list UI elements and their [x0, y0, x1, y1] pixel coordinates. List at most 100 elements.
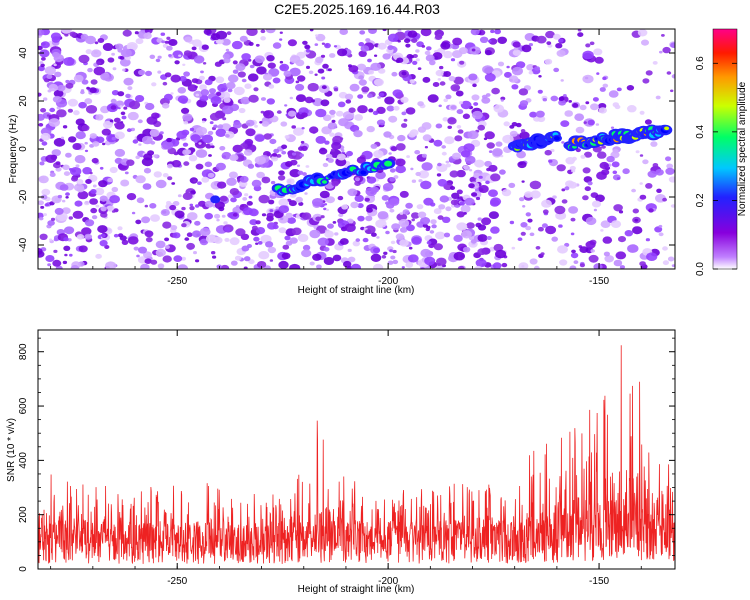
heatmap-cell — [109, 166, 118, 174]
heatmap-cell — [570, 252, 579, 259]
heatmap-cell — [289, 169, 301, 178]
heatmap-cell — [92, 141, 100, 147]
heatmap-cell — [215, 76, 225, 84]
heatmap-cell — [38, 212, 44, 219]
heatmap-cell — [525, 225, 532, 231]
heatmap-cell — [100, 206, 107, 212]
heatmap-cell — [662, 46, 671, 54]
heatmap-cell — [221, 38, 231, 46]
heatmap-cell — [481, 97, 491, 104]
heatmap-cell — [471, 48, 476, 52]
heatmap-cell — [659, 50, 663, 54]
heatmap-cell — [65, 192, 70, 196]
heatmap-cell — [541, 223, 548, 228]
heatmap-cell — [204, 79, 213, 86]
heatmap-cell — [475, 196, 481, 201]
heatmap-cell — [488, 189, 498, 197]
heatmap-cell — [174, 210, 185, 219]
heatmap-cell — [261, 121, 270, 127]
heatmap-cell — [93, 66, 106, 76]
heatmap-cell — [600, 220, 611, 228]
heatmap-cell — [564, 110, 573, 117]
heatmap-cell — [326, 153, 333, 159]
heatmap-cell — [91, 215, 98, 220]
heatmap-cell — [278, 205, 290, 214]
heatmap-cell — [646, 252, 658, 261]
heatmap-cell — [54, 71, 62, 78]
heatmap-cell — [386, 105, 395, 112]
heatmap-cell — [111, 136, 117, 141]
heatmap-cell — [474, 159, 485, 168]
heatmap-cell — [495, 249, 507, 259]
heatmap-cell — [267, 62, 276, 69]
heatmap-cell — [603, 251, 611, 257]
heatmap-cell — [253, 87, 259, 92]
heatmap-cell — [355, 177, 360, 182]
heatmap-cell — [197, 181, 202, 185]
heatmap-cell — [235, 63, 246, 71]
heatmap-cell — [65, 82, 74, 89]
heatmap-cell — [352, 240, 360, 247]
heatmap-cell — [554, 205, 566, 215]
heatmap-cell — [344, 93, 354, 101]
heatmap-cell — [661, 34, 665, 37]
heatmap-cell — [456, 109, 464, 115]
heatmap-cell — [296, 164, 301, 167]
heatmap-cell — [176, 130, 188, 139]
snr-panel: -250 -200 -150 0 200 400 600 800 Height of str… — [6, 329, 676, 595]
heatmap-cell — [447, 125, 453, 129]
heatmap-cell — [401, 123, 408, 128]
heatmap-cell — [135, 219, 142, 225]
heatmap-cell — [44, 66, 56, 75]
heatmap-cell — [338, 213, 344, 218]
heatmap-cell — [64, 226, 75, 235]
heatmap-cell — [150, 259, 158, 265]
heatmap-cell — [493, 104, 505, 113]
heatmap-cell — [592, 97, 599, 102]
heatmap-cell — [189, 127, 195, 132]
heatmap-cell — [69, 31, 77, 37]
heatmap-cell — [68, 136, 77, 143]
heatmap-cell — [162, 102, 170, 109]
heatmap-x-ticks: -250 -200 -150 — [50, 29, 642, 287]
heatmap-cell — [389, 177, 396, 182]
heatmap-cell — [393, 175, 399, 179]
heatmap-cell — [177, 264, 188, 269]
heatmap-cell — [149, 54, 156, 59]
heatmap-cell — [529, 258, 538, 265]
heatmap-cell — [432, 52, 443, 60]
heatmap-cell — [435, 69, 445, 77]
colorbar: 0.0 0.2 0.4 0.6 Normalized spectral amplitu… — [695, 28, 748, 276]
heatmap-cell — [86, 86, 90, 90]
heatmap-cell — [260, 29, 266, 34]
heatmap-cell — [518, 262, 529, 269]
heatmap-cell — [650, 141, 658, 147]
heatmap-cell — [301, 127, 305, 130]
heatmap-cell — [255, 227, 266, 235]
heatmap-cell — [261, 213, 267, 217]
heatmap-cell — [120, 48, 132, 58]
heatmap-cell — [358, 75, 364, 80]
heatmap-cell — [632, 226, 643, 235]
heatmap-cell — [260, 110, 265, 114]
heatmap-cell — [227, 74, 239, 83]
heatmap-cell — [485, 93, 491, 97]
heatmap-cell — [569, 265, 577, 269]
heatmap-cell — [90, 189, 97, 194]
heatmap-cell — [556, 49, 566, 57]
heatmap-cell — [110, 98, 117, 104]
heatmap-cell — [167, 163, 173, 169]
heatmap-cell — [278, 227, 287, 234]
heatmap-cell — [135, 175, 146, 184]
heatmap-cell — [145, 102, 155, 111]
heatmap-cell — [65, 196, 69, 199]
heatmap-cell — [281, 150, 287, 155]
heatmap-cell — [255, 43, 260, 47]
heatmap-cell — [265, 241, 274, 248]
heatmap-cell — [101, 233, 106, 238]
heatmap-cell — [164, 237, 170, 242]
heatmap-cell — [405, 202, 413, 209]
heatmap-cell — [245, 128, 256, 137]
heatmap-cell — [268, 199, 275, 205]
heatmap-cell — [201, 44, 209, 50]
